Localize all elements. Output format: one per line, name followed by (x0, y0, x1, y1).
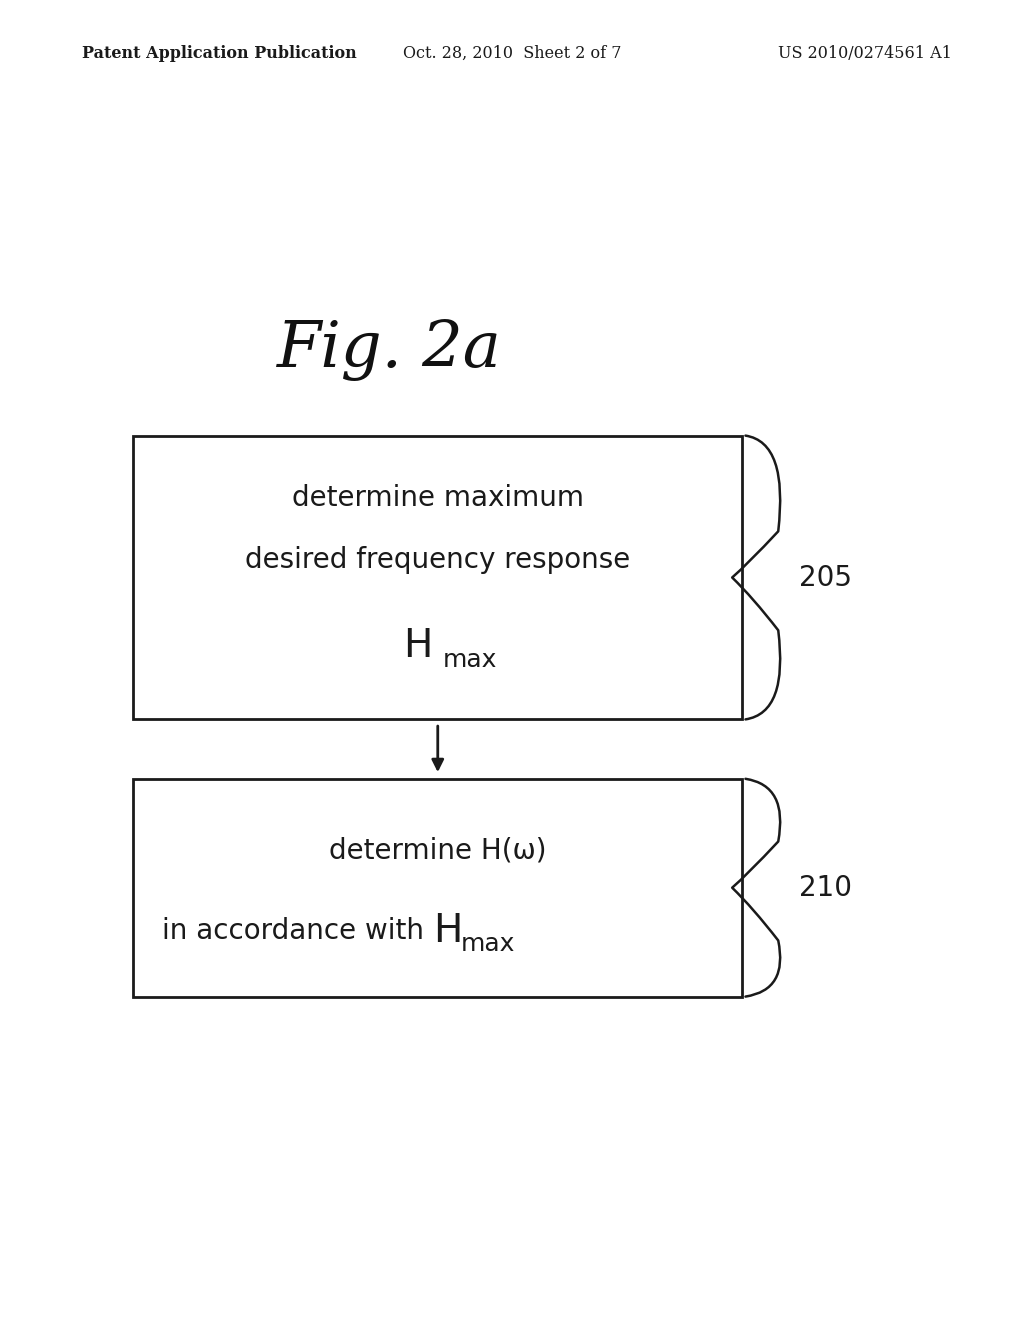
Text: 205: 205 (799, 564, 852, 591)
Bar (133, 436, 742, 719)
Text: Oct. 28, 2010  Sheet 2 of 7: Oct. 28, 2010 Sheet 2 of 7 (402, 45, 622, 62)
Text: 210: 210 (799, 874, 852, 902)
Text: H: H (403, 627, 432, 664)
Bar (133, 779, 742, 997)
Text: determine maximum: determine maximum (292, 484, 584, 512)
Text: H: H (432, 912, 462, 950)
Text: in accordance with: in accordance with (162, 917, 432, 945)
Text: max: max (442, 648, 498, 672)
Text: US 2010/0274561 A1: US 2010/0274561 A1 (778, 45, 952, 62)
Text: Fig. 2a: Fig. 2a (276, 319, 502, 380)
Text: max: max (461, 932, 515, 957)
Text: Patent Application Publication: Patent Application Publication (82, 45, 356, 62)
Text: determine H(ω): determine H(ω) (329, 837, 547, 865)
Text: desired frequency response: desired frequency response (245, 546, 631, 574)
